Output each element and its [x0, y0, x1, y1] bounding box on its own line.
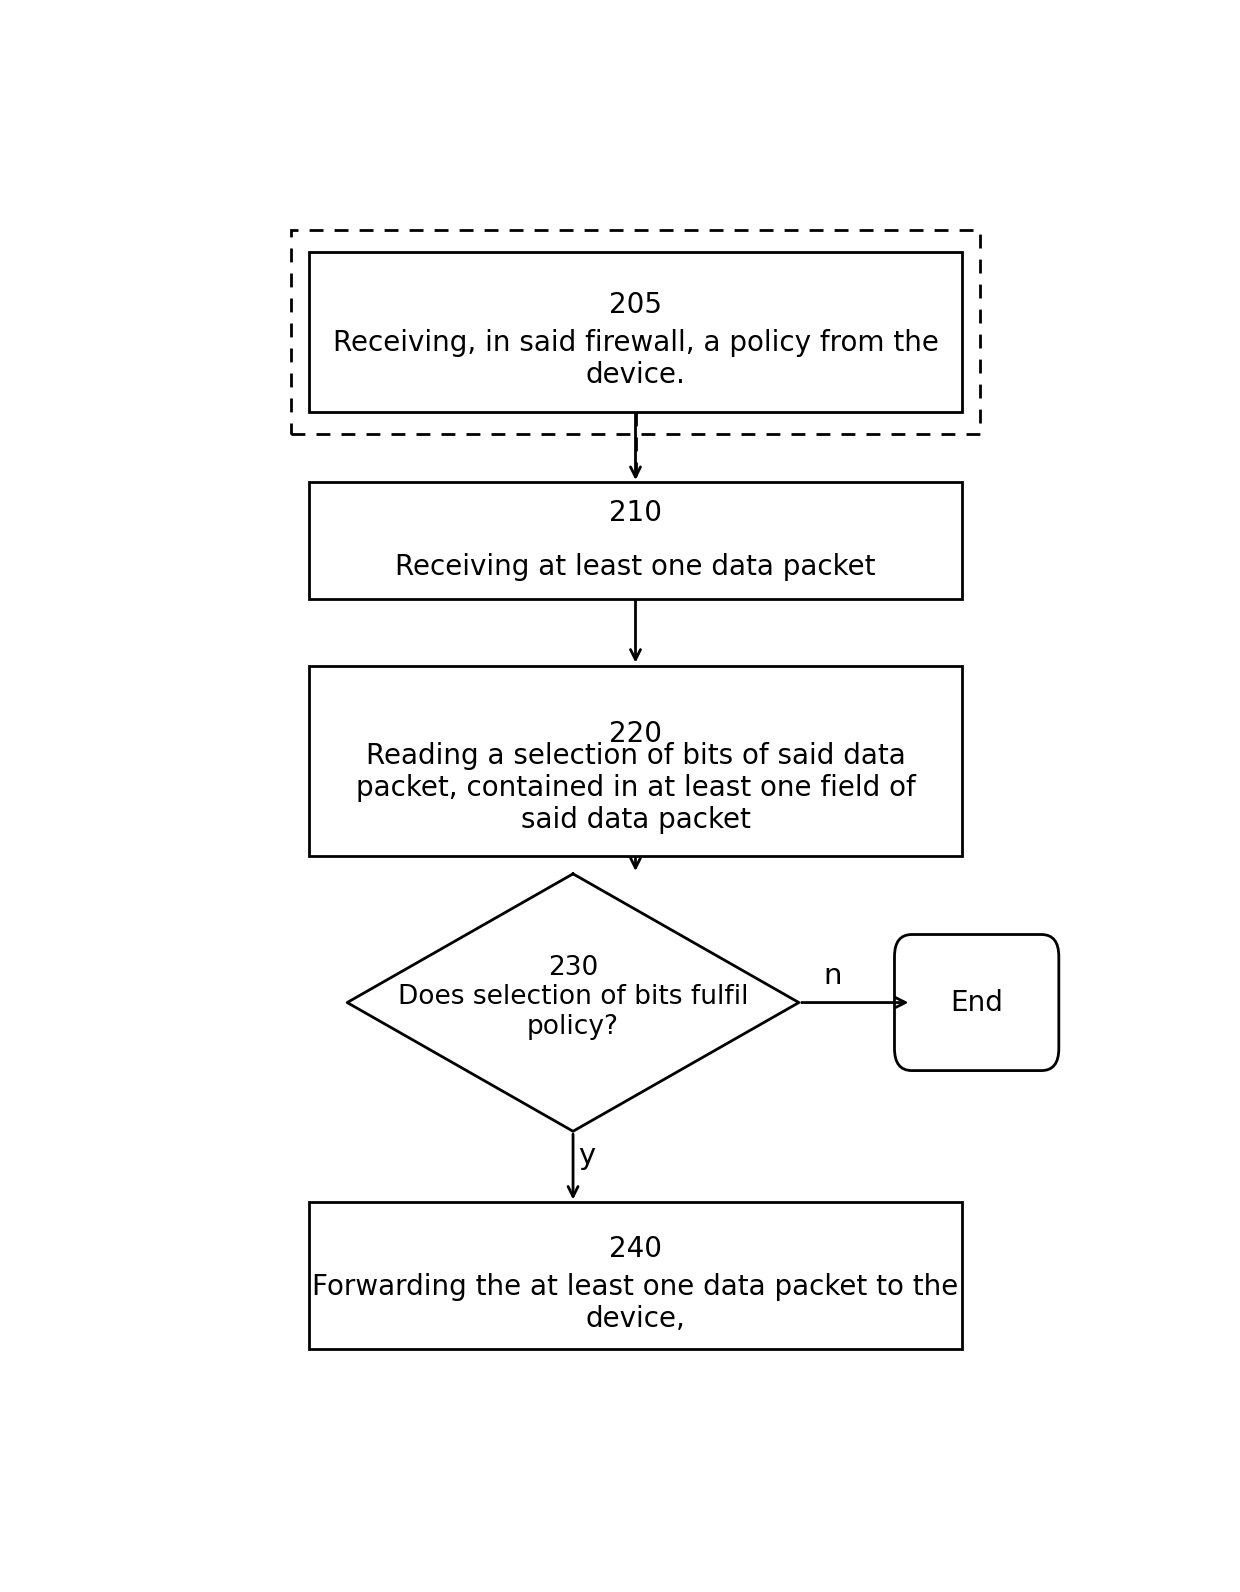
- Text: Receiving at least one data packet: Receiving at least one data packet: [396, 554, 875, 581]
- FancyBboxPatch shape: [309, 482, 962, 599]
- Text: y: y: [578, 1141, 595, 1170]
- Text: 220: 220: [609, 720, 662, 748]
- FancyBboxPatch shape: [309, 665, 962, 856]
- Polygon shape: [347, 874, 799, 1132]
- FancyBboxPatch shape: [291, 231, 980, 433]
- Text: 205: 205: [609, 291, 662, 318]
- Text: 230: 230: [548, 955, 598, 981]
- FancyBboxPatch shape: [894, 935, 1059, 1070]
- Text: n: n: [823, 962, 842, 990]
- Text: End: End: [950, 989, 1003, 1017]
- Text: Does selection of bits fulfil
policy?: Does selection of bits fulfil policy?: [398, 984, 748, 1040]
- FancyBboxPatch shape: [309, 1202, 962, 1350]
- Text: 240: 240: [609, 1235, 662, 1262]
- Text: Reading a selection of bits of said data
packet, contained in at least one field: Reading a selection of bits of said data…: [356, 742, 915, 834]
- Text: Receiving, in said firewall, a policy from the
device.: Receiving, in said firewall, a policy fr…: [332, 330, 939, 388]
- Text: 210: 210: [609, 500, 662, 527]
- Text: Forwarding the at least one data packet to the
device,: Forwarding the at least one data packet …: [312, 1272, 959, 1333]
